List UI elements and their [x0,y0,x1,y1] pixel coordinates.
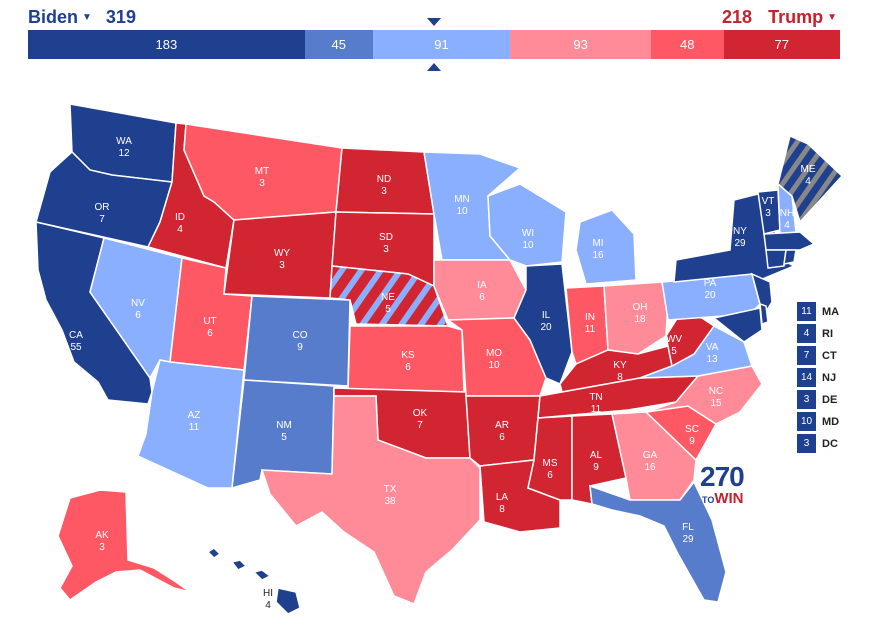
bar-segment-lean-dem[interactable]: 91 [372,30,511,59]
state-RI[interactable] [783,249,797,265]
state-box-NJ[interactable]: 14 [797,368,816,387]
bar-segment-lean-rep[interactable]: 93 [510,30,651,59]
state-MD[interactable] [712,307,763,343]
state-box-MD[interactable]: 10 [797,412,816,431]
state-DE[interactable] [759,302,769,326]
state-IL[interactable] [513,263,573,385]
chevron-down-icon[interactable]: ▼ [82,11,92,23]
state-box-DE[interactable]: 3 [797,390,816,409]
state-abbr: NJ [822,371,837,384]
state-HI[interactable] [206,547,301,615]
270-marker-top-icon [427,18,441,26]
logo-text: TOWIN [702,490,744,507]
bar-segment-safe-rep[interactable]: 77 [723,30,840,59]
east-state-row: 7 CT [797,346,839,365]
state-AR[interactable] [465,395,541,467]
east-state-row: 3 DC [797,434,839,453]
state-TX[interactable] [260,395,481,605]
state-AK[interactable] [57,489,191,602]
state-abbr: MD [822,415,840,428]
state-MA[interactable] [763,231,816,251]
270-marker-bottom-icon [427,63,441,71]
state-abbr: CT [822,349,837,362]
state-CO[interactable] [243,295,351,387]
state-ND[interactable] [335,147,435,215]
270towin-logo: 270 TOWIN [700,461,745,508]
state-CT[interactable] [765,249,787,269]
trump-electoral-total: 218 [722,6,753,27]
east-states-list: 11 MA 4 RI 7 CT 14 NJ 3 DE 10 MD 3 DC [797,302,839,456]
state-abbr: RI [822,327,833,340]
trump-candidate-selector[interactable]: Trump [768,6,824,27]
state-box-CT[interactable]: 7 [797,346,816,365]
state-MI[interactable] [575,209,637,285]
east-state-row: 14 NJ [797,368,839,387]
biden-candidate-selector[interactable]: Biden [28,6,79,27]
electoral-tally-bar: 183 45 91 93 48 77 [28,30,840,59]
biden-header: Biden ▼ 319 [28,4,136,30]
state-box-DC[interactable]: 3 [797,434,816,453]
biden-electoral-total: 319 [105,6,136,27]
label-HI: HI 4 [263,588,273,611]
state-ME[interactable] [777,134,844,224]
bar-segment-safe-dem[interactable]: 183 [28,30,305,59]
state-IA[interactable] [433,259,527,321]
logo-number: 270 [700,461,745,492]
east-state-row: 3 DE [797,390,839,409]
trump-header: 218 Trump ▼ [722,4,841,30]
bar-segment-likely-rep[interactable]: 48 [650,30,724,59]
state-OH[interactable] [603,281,669,355]
state-NE[interactable] [329,265,450,327]
bar-segment-likely-dem[interactable]: 45 [304,30,373,59]
state-KS[interactable] [347,325,465,395]
state-abbr: DC [822,437,838,450]
state-WY[interactable] [223,211,337,299]
state-FL[interactable] [589,480,727,603]
state-box-RI[interactable]: 4 [797,324,816,343]
east-state-row: 10 MD [797,412,839,431]
state-abbr: DE [822,393,838,406]
east-state-row: 4 RI [797,324,839,343]
state-box-MA[interactable]: 11 [797,302,816,321]
state-WI[interactable] [487,183,567,267]
chevron-down-icon[interactable]: ▼ [827,11,837,23]
state-AZ[interactable] [137,359,245,489]
state-abbr: MA [822,305,840,318]
east-state-row: 11 MA [797,302,839,321]
